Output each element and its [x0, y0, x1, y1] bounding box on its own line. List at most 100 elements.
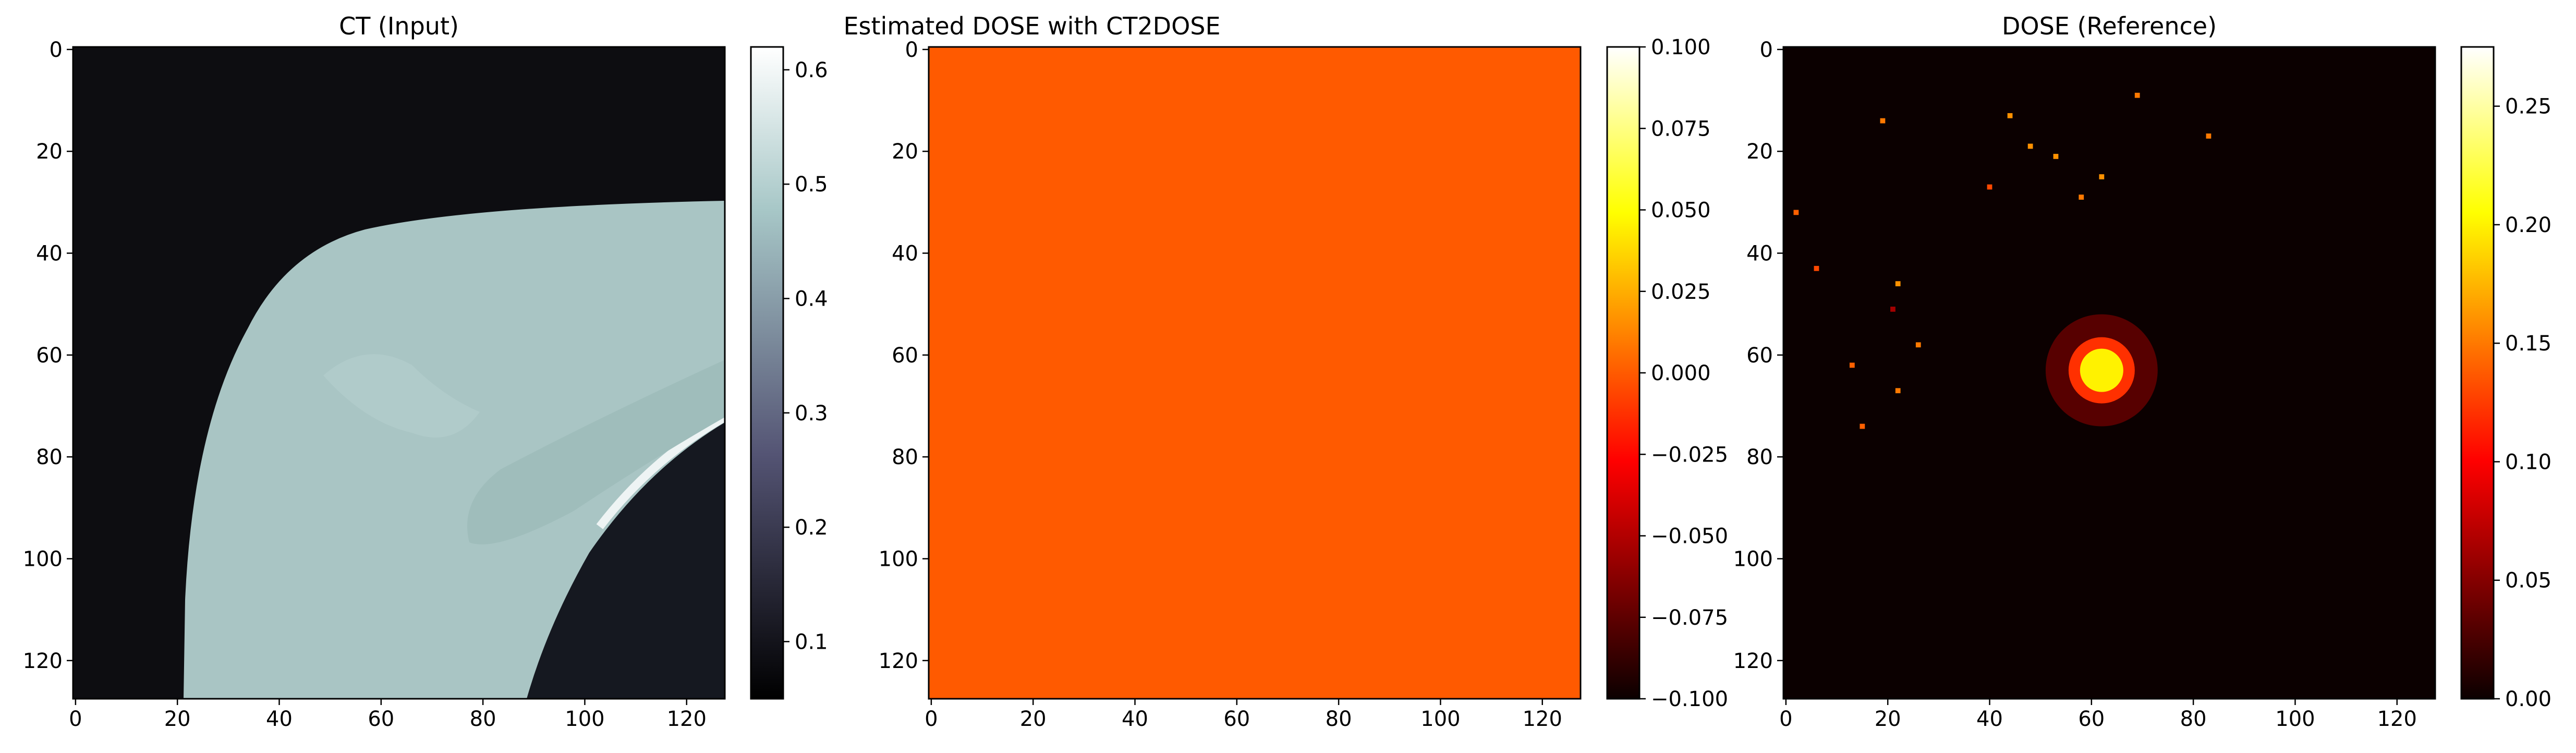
x-tick-label: 20: [1875, 707, 1901, 731]
y-tick-label: 100: [879, 547, 918, 571]
x-tick-label: 40: [1122, 707, 1148, 731]
y-tick-label: 20: [36, 140, 63, 164]
colorbar-tick-label: 0.20: [2505, 213, 2551, 237]
y-tick-label: 60: [892, 344, 918, 368]
panel-title: Estimated DOSE with CT2DOSE: [843, 12, 1220, 40]
y-tick-label: 80: [1746, 445, 1773, 469]
colorbar-tick-label: −0.025: [1651, 443, 1728, 467]
dose-voxel: [1987, 184, 1992, 190]
x-tick-label: 40: [266, 707, 293, 731]
colorbar: [1606, 46, 1641, 700]
colorbar-tick-label: 0.050: [1651, 199, 1711, 223]
colorbar-tick-label: 0.6: [795, 58, 828, 82]
x-tick-label: 100: [2275, 707, 2315, 731]
ct-tissue-inner: [323, 354, 480, 438]
x-tick-label: 60: [2078, 707, 2105, 731]
x-tick-label: 120: [667, 707, 707, 731]
y-tick-label: 120: [1733, 649, 1773, 673]
dose-voxel: [1915, 342, 1921, 348]
panel-estimated-dose: Estimated DOSE with CT2DOSE 0 20 40 60 80 100…: [843, 12, 1728, 731]
x-tick-label: 20: [164, 707, 191, 731]
ct-lung-region: [527, 422, 725, 699]
y-tick-label: 80: [892, 445, 918, 469]
x-tick-label: 0: [1779, 707, 1792, 731]
panel-title: CT (Input): [339, 12, 459, 40]
colorbar-tick-label: 0.15: [2505, 332, 2551, 356]
reference-dose-image: [1783, 47, 2435, 699]
y-tick-label: 100: [23, 547, 63, 571]
hotspot-core: [2080, 348, 2123, 392]
colorbar-ticks: 0.25 0.20 0.15 0.10 0.05 0.00: [2494, 95, 2551, 711]
x-tick-label: 120: [1523, 707, 1562, 731]
y-tick-label: 0: [905, 38, 918, 62]
colorbar-tick-label: 0.00: [2505, 687, 2551, 711]
ct-image: [73, 47, 725, 699]
colorbar-tick-label: 0.10: [2505, 450, 2551, 474]
colorbar-tick-label: −0.050: [1651, 525, 1728, 549]
y-axis: 0 20 40 60 80 100 120: [879, 38, 929, 673]
x-tick-label: 40: [1976, 707, 2003, 731]
dose-voxel: [2206, 133, 2212, 139]
y-tick-label: 40: [36, 242, 63, 266]
dose-voxel: [1849, 362, 1855, 368]
y-tick-label: 120: [879, 649, 918, 673]
colorbar-tick-label: 0.4: [795, 287, 828, 311]
colorbar-ticks: 0.1 0.2 0.3 0.4 0.5 0.6: [783, 58, 828, 654]
y-tick-label: 40: [892, 242, 918, 266]
colorbar-tick-label: 0.1: [795, 630, 828, 654]
panel-ct-input: CT (Input) 0 20 40 60 80 100 120 0 20 40 60 80 100 1…: [23, 12, 828, 731]
colorbar-tick-label: −0.075: [1651, 606, 1728, 630]
dose-voxel: [2053, 154, 2059, 159]
dose-voxel: [1793, 210, 1799, 215]
colorbar-tick-label: 0.025: [1651, 280, 1711, 304]
panel-title: DOSE (Reference): [2002, 12, 2217, 40]
y-tick-label: 80: [36, 445, 63, 469]
y-axis: 0 20 40 60 80 100 120: [1733, 38, 1783, 673]
y-tick-label: 20: [1746, 140, 1773, 164]
colorbar-tick-label: 0.3: [795, 402, 828, 426]
x-tick-label: 100: [565, 707, 604, 731]
dose-voxel: [2027, 143, 2033, 149]
x-tick-label: 80: [470, 707, 496, 731]
y-tick-label: 100: [1733, 547, 1773, 571]
colorbar: [750, 46, 784, 700]
y-tick-label: 0: [50, 38, 63, 62]
colorbar-tick-label: 0.100: [1651, 35, 1711, 59]
x-axis: 0 20 40 60 80 100 120: [1779, 699, 2417, 731]
dose-voxel: [2007, 113, 2013, 118]
dose-voxel: [2099, 174, 2105, 179]
dose-voxel: [1890, 307, 1895, 312]
colorbar: [2460, 46, 2495, 700]
x-tick-label: 0: [69, 707, 82, 731]
panel-dose-reference: DOSE (Reference) 0 20 40 60 80 100 120 0 20 40 60…: [1733, 12, 2551, 731]
x-tick-label: 0: [925, 707, 938, 731]
x-tick-label: 120: [2377, 707, 2417, 731]
colorbar-tick-label: −0.100: [1651, 687, 1728, 711]
x-axis: 0 20 40 60 80 100 120: [925, 699, 1562, 731]
y-tick-label: 60: [1746, 344, 1773, 368]
y-axis: 0 20 40 60 80 100 120: [23, 38, 73, 673]
dose-voxel: [1895, 388, 1901, 394]
dose-voxel: [1860, 423, 1865, 429]
x-tick-label: 20: [1020, 707, 1047, 731]
estimated-dose-image: [929, 47, 1581, 699]
colorbar-tick-label: 0.2: [795, 516, 828, 540]
ct-soft-band: [467, 360, 725, 544]
x-tick-label: 80: [1326, 707, 1352, 731]
dose-voxel: [1880, 118, 1886, 124]
x-tick-label: 100: [1420, 707, 1460, 731]
colorbar-ticks: 0.100 0.075 0.050 0.025 0.000 −0.025 −0.050 −0.…: [1639, 35, 1728, 711]
y-tick-label: 60: [36, 344, 63, 368]
x-tick-label: 60: [1223, 707, 1250, 731]
x-tick-label: 60: [368, 707, 394, 731]
colorbar-tick-label: 0.000: [1651, 361, 1711, 385]
y-tick-label: 20: [892, 140, 918, 164]
axes-frame: [928, 46, 1582, 700]
colorbar-tick-label: 0.075: [1651, 117, 1711, 141]
axes-frame: [72, 46, 726, 700]
dose-voxel: [2134, 92, 2140, 98]
axes-frame: [1782, 46, 2436, 700]
y-tick-label: 0: [1760, 38, 1773, 62]
dose-voxel: [1814, 265, 1819, 271]
ct-rib-bone: [596, 414, 725, 529]
